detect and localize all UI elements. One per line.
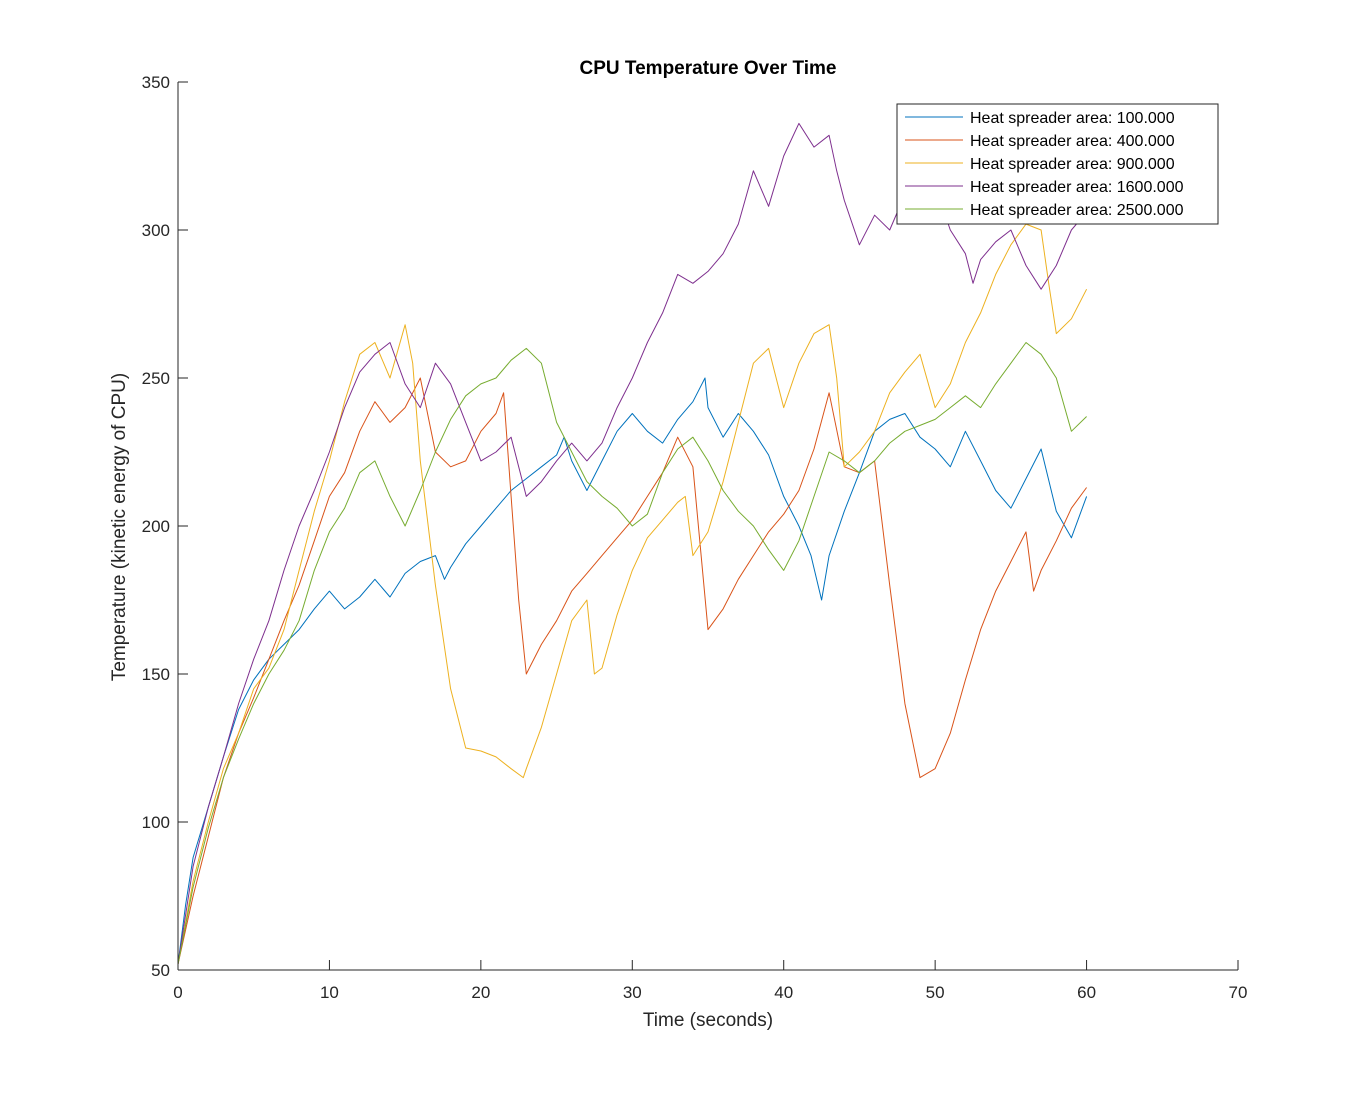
y-tick-label: 150 [142, 665, 170, 684]
series-lines [177, 122, 1088, 965]
x-tick-label: 40 [774, 983, 793, 1002]
x-tick-label: 0 [173, 983, 182, 1002]
legend-box [896, 103, 1219, 225]
series-line-3 [177, 223, 1088, 965]
y-tick-label: 250 [142, 369, 170, 388]
x-tick-label: 60 [1077, 983, 1096, 1002]
x-axis-label: Time (seconds) [643, 1010, 773, 1031]
x-tick-label: 30 [623, 983, 642, 1002]
x-axis-ticks: 0 10 20 30 40 50 60 70 [173, 960, 1247, 1002]
x-tick-label: 20 [471, 983, 490, 1002]
legend-label-4: Heat spreader area: 1600.000 [970, 179, 1184, 196]
series-line-2 [177, 377, 1088, 965]
legend-label-2: Heat spreader area: 400.000 [970, 133, 1175, 150]
y-axis-ticks: 50 100 150 200 250 300 350 [142, 73, 188, 980]
series-line-5 [177, 342, 1087, 965]
legend-label-5: Heat spreader area: 2500.000 [970, 202, 1184, 219]
x-tick-label: 10 [320, 983, 339, 1002]
y-tick-label: 100 [142, 813, 170, 832]
y-tick-label: 300 [142, 221, 170, 240]
x-tick-label: 70 [1229, 983, 1248, 1002]
y-tick-label: 350 [142, 73, 170, 92]
legend-label-1: Heat spreader area: 100.000 [970, 110, 1175, 127]
y-tick-label: 200 [142, 517, 170, 536]
legend-label-3: Heat spreader area: 900.000 [970, 156, 1175, 173]
series-line-1 [177, 377, 1088, 965]
chart-title: CPU Temperature Over Time [580, 58, 837, 79]
x-tick-label: 50 [926, 983, 945, 1002]
y-tick-label: 50 [151, 961, 170, 980]
legend: Heat spreader area: 100.000 Heat spreader… [896, 103, 1219, 225]
y-axis-label: Temperature (kinetic energy of CPU) [109, 373, 130, 681]
